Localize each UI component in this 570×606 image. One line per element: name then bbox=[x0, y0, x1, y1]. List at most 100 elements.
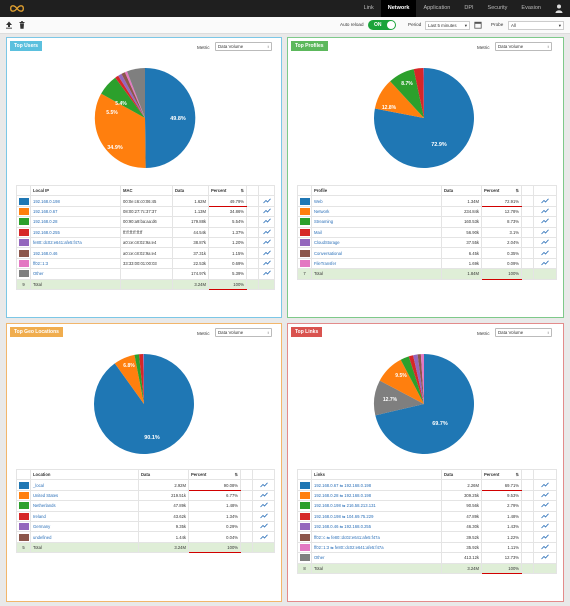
table-row[interactable]: Ireland 43.62k 1.34% bbox=[16, 510, 275, 522]
table-row[interactable]: Network 234.84k 12.78% bbox=[297, 205, 557, 218]
table-cell[interactable]: Streaming bbox=[311, 216, 442, 228]
header-profile[interactable]: Profile bbox=[311, 184, 442, 197]
chart-line-icon[interactable] bbox=[533, 226, 557, 238]
table-row[interactable]: Germany 9.35k 0.29% bbox=[16, 520, 275, 533]
table-cell[interactable]: Web bbox=[311, 195, 442, 207]
table-row[interactable]: undefined 1.44k 0.04% bbox=[16, 531, 275, 543]
table-cell[interactable]: 192.168.0.46 ⇆ 192.168.0.255 bbox=[311, 520, 442, 533]
chart-line-icon[interactable] bbox=[252, 489, 275, 502]
user-icon[interactable] bbox=[555, 4, 563, 13]
table-cell[interactable]: Ireland bbox=[30, 510, 139, 522]
table-cell[interactable]: United States bbox=[30, 489, 139, 502]
header-links[interactable]: Links bbox=[311, 468, 442, 481]
table-cell[interactable]: 192.168.0.67 bbox=[30, 205, 121, 218]
chart-line-icon[interactable] bbox=[533, 195, 557, 207]
header-data[interactable]: Data bbox=[441, 184, 482, 197]
table-row[interactable]: 192.168.0.28 ⇆ 192.168.0.198 309.25k 9.53% bbox=[297, 489, 557, 502]
table-row[interactable]: 192.168.0.28 00:90:a9:ba:aa:d6 179.88k 5.54… bbox=[16, 216, 275, 228]
table-cell[interactable]: undefined bbox=[30, 531, 139, 543]
chart-line-icon[interactable] bbox=[252, 500, 275, 512]
infinity-logo-icon[interactable] bbox=[8, 4, 26, 13]
metric-select[interactable]: Data Volume bbox=[495, 42, 552, 51]
chart-line-icon[interactable] bbox=[533, 205, 557, 218]
table-row[interactable]: ff02::c ⇆ fe80::dc02:e641:afe5:f47a 39.52… bbox=[297, 531, 557, 543]
header-data[interactable]: Data bbox=[138, 468, 189, 481]
chart-line-icon[interactable] bbox=[533, 510, 557, 522]
table-row[interactable]: _local 2.92M 90.08% bbox=[16, 479, 275, 491]
table-cell[interactable]: Other bbox=[311, 552, 442, 564]
chart-line-icon[interactable] bbox=[258, 226, 275, 238]
chart-line-icon[interactable] bbox=[252, 520, 275, 533]
auto-reload-toggle[interactable]: ON bbox=[368, 20, 396, 30]
calendar-icon[interactable] bbox=[474, 21, 482, 29]
table-row[interactable]: 192.168.0.67 ⇆ 192.168.0.198 2.26M 69.71% bbox=[297, 479, 557, 491]
chart-line-icon[interactable] bbox=[258, 216, 275, 228]
chart-line-icon[interactable] bbox=[533, 216, 557, 228]
nav-security[interactable]: Security bbox=[487, 5, 508, 11]
chart-line-icon[interactable] bbox=[533, 479, 557, 491]
table-row[interactable]: United States 219.51k 6.77% bbox=[16, 489, 275, 502]
table-cell[interactable]: Germany bbox=[30, 520, 139, 533]
chart-line-icon[interactable] bbox=[533, 531, 557, 543]
chart-line-icon[interactable] bbox=[252, 510, 275, 522]
table-cell[interactable]: Mail bbox=[311, 226, 442, 238]
trash-icon[interactable] bbox=[18, 21, 26, 29]
table-row[interactable]: Other 174.97k 5.39% bbox=[16, 268, 275, 280]
table-cell[interactable]: 192.168.0.28 ⇆ 192.168.0.198 bbox=[311, 489, 442, 502]
table-row[interactable]: 192.168.0.46 ⇆ 192.168.0.255 46.30k 1.43% bbox=[297, 520, 557, 533]
nav-application[interactable]: Application bbox=[423, 5, 451, 11]
chart-line-icon[interactable] bbox=[533, 520, 557, 533]
table-cell[interactable]: ff02::1:3 bbox=[30, 257, 121, 270]
header-percent[interactable]: Percent ⇅ bbox=[188, 468, 241, 481]
probe-select[interactable]: All bbox=[508, 21, 564, 30]
chart-line-icon[interactable] bbox=[533, 541, 557, 554]
header-location[interactable]: Location bbox=[30, 468, 139, 481]
table-row[interactable]: 192.168.0.46 a0:ce:c8:02:9a:e4 37.31k 1.15% bbox=[16, 247, 275, 259]
table-cell[interactable]: 192.168.0.67 ⇆ 192.168.0.198 bbox=[311, 479, 442, 491]
chart-line-icon[interactable] bbox=[533, 257, 557, 270]
table-cell[interactable]: 192.168.0.46 bbox=[30, 247, 121, 259]
header-local-ip[interactable]: Local IP bbox=[30, 184, 121, 197]
nav-link[interactable]: Link bbox=[363, 5, 374, 11]
chart-line-icon[interactable] bbox=[258, 205, 275, 218]
metric-select[interactable]: Data Volume bbox=[215, 42, 272, 51]
chart-line-icon[interactable] bbox=[533, 236, 557, 249]
table-cell[interactable]: Netherlands bbox=[30, 500, 139, 512]
chart-line-icon[interactable] bbox=[252, 531, 275, 543]
table-cell[interactable]: ff02::1:3 ⇆ fe80::dc02:e641:afe5:f47a bbox=[311, 541, 442, 554]
table-row[interactable]: 192.168.0.255 ff:ff:ff:ff:ff:ff 44.54k 1.37… bbox=[16, 226, 275, 238]
table-row[interactable]: Web 1.34M 72.91% bbox=[297, 195, 557, 207]
chart-line-icon[interactable] bbox=[258, 247, 275, 259]
table-row[interactable]: Streaming 160.53k 8.73% bbox=[297, 216, 557, 228]
nav-dpi[interactable]: DPI bbox=[464, 5, 474, 11]
table-row[interactable]: FileTransfer 1.69k 0.09% bbox=[297, 257, 557, 270]
table-row[interactable]: Mail 56.90k 3.1% bbox=[297, 226, 557, 238]
table-cell[interactable]: FileTransfer bbox=[311, 257, 442, 270]
table-cell[interactable]: fe80::dc02:e641:afe5:f47a bbox=[30, 236, 121, 249]
nav-network[interactable]: Network bbox=[380, 0, 417, 17]
upload-icon[interactable] bbox=[5, 21, 13, 29]
chart-line-icon[interactable] bbox=[533, 552, 557, 564]
table-cell[interactable]: Network bbox=[311, 205, 442, 218]
chart-line-icon[interactable] bbox=[258, 195, 275, 207]
table-row[interactable]: CloudStorage 37.55k 2.04% bbox=[297, 236, 557, 249]
table-row[interactable]: Conversational 6.45k 0.35% bbox=[297, 247, 557, 259]
metric-select[interactable]: Data Volume bbox=[495, 328, 552, 337]
table-cell[interactable]: CloudStorage bbox=[311, 236, 442, 249]
table-cell[interactable]: 192.168.0.198 bbox=[30, 195, 121, 207]
header-data[interactable]: Data bbox=[441, 468, 482, 481]
chart-line-icon[interactable] bbox=[533, 489, 557, 502]
table-cell[interactable]: 192.168.0.28 bbox=[30, 216, 121, 228]
table-cell[interactable]: 192.168.0.198 ⇆ 104.69.75.229 bbox=[311, 510, 442, 522]
table-row[interactable]: fe80::dc02:e641:afe5:f47a a0:ce:c8:02:9a:… bbox=[16, 236, 275, 249]
chart-line-icon[interactable] bbox=[258, 257, 275, 270]
table-cell[interactable]: 192.168.0.198 ⇆ 216.58.213.131 bbox=[311, 500, 442, 512]
metric-select[interactable]: Data Volume bbox=[215, 328, 272, 337]
header-data[interactable]: Data bbox=[172, 184, 209, 197]
header-percent[interactable]: Percent ⇅ bbox=[481, 184, 522, 197]
table-cell[interactable]: Other bbox=[30, 268, 121, 280]
table-row[interactable]: ff02::1:3 ⇆ fe80::dc02:e641:afe5:f47a 35.… bbox=[297, 541, 557, 554]
table-row[interactable]: 192.168.0.198 ⇆ 216.58.213.131 90.56k 2.79… bbox=[297, 500, 557, 512]
chart-line-icon[interactable] bbox=[258, 268, 275, 280]
chart-line-icon[interactable] bbox=[252, 479, 275, 491]
